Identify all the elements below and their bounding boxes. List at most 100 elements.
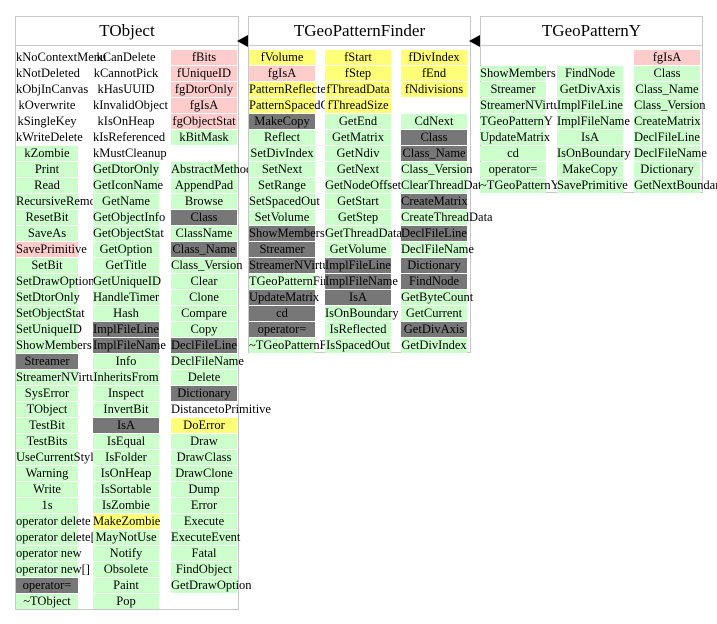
class-member: Class_Name: [634, 82, 700, 97]
class-member: fEnd: [401, 66, 467, 81]
class-member: IsFolder: [93, 450, 159, 465]
class-member: CreateMatrix: [401, 194, 468, 209]
class-member: Paint: [93, 578, 159, 593]
class-member: DeclFileName: [171, 354, 244, 369]
class-member: GetDrawOption: [171, 578, 252, 593]
class-member: RecursiveRemove: [16, 194, 108, 209]
class-member: IsOnBoundary: [557, 146, 631, 161]
class-member: TGeoPatternFinder: [249, 274, 346, 289]
class-member: fStep: [325, 66, 391, 81]
class-member: IsReflected: [325, 322, 391, 337]
class-member: StreamerNVirtual: [249, 258, 338, 273]
class-member: IsA: [93, 418, 159, 433]
class-member: GetDtorOnly: [93, 162, 159, 177]
class-member: GetStart: [325, 194, 391, 209]
class-member: Copy: [171, 322, 237, 337]
class-member: IsOnHeap: [93, 466, 159, 481]
inheritance-arrow: [237, 35, 248, 47]
class-member: ~TObject: [16, 594, 78, 609]
class-member: kCanDelete: [96, 50, 156, 64]
class-member: kHasUUID: [97, 82, 155, 96]
class-member: ShowMembers: [16, 338, 92, 353]
class-member: ImplFileLine: [93, 322, 159, 337]
class-member: Dictionary: [171, 386, 237, 401]
class-member: SetUniqueID: [16, 322, 82, 337]
class-member: AppendPad: [171, 178, 237, 193]
class-member: GetTitle: [93, 258, 159, 273]
class-member: Clone: [171, 290, 237, 305]
class-member: MakeCopy: [557, 162, 623, 177]
class-member: SetBit: [16, 258, 78, 273]
class-member: DeclFileName: [634, 146, 707, 161]
class-member: Delete: [171, 370, 237, 385]
class-member: fgIsA: [171, 98, 237, 113]
class-member: Class: [634, 66, 700, 81]
class-member: TestBits: [16, 434, 78, 449]
class-member: GetObjectInfo: [93, 210, 166, 225]
class-member: GetNext: [325, 162, 391, 177]
class-member: fNdivisions: [401, 82, 467, 97]
class-member: GetIconName: [93, 178, 164, 193]
class-member: SetNext: [249, 162, 315, 177]
class-member: operator delete[]: [16, 530, 99, 545]
class-member: ImplFileLine: [325, 258, 391, 273]
class-member: SavePrimitive: [16, 242, 87, 257]
class-member: CdNext: [401, 114, 467, 129]
class-member: Class_Version: [634, 98, 706, 113]
class-member: AbstractMethod: [171, 162, 253, 177]
inheritance-arrow: [469, 35, 480, 47]
class-member: SetDtorOnly: [16, 290, 80, 305]
class-box: [15, 16, 239, 610]
class-member: IsA: [557, 130, 623, 145]
class-member: kNoContextMenu: [16, 50, 107, 64]
class-member: TGeoPatternY: [480, 114, 553, 129]
class-member: kCannotPick: [93, 66, 159, 80]
class-member: Browse: [171, 194, 237, 209]
class-member: SetVolume: [249, 210, 315, 225]
class-title: TGeoPatternFinder: [248, 16, 471, 46]
class-member: Obsolete: [93, 562, 159, 577]
class-member: GetDivAxis: [557, 82, 623, 97]
class-member: kIsReferenced: [93, 130, 166, 144]
class-member: ShowMembers: [480, 66, 556, 81]
class-member: operator=: [249, 322, 315, 337]
class-member: CreateMatrix: [634, 114, 701, 129]
class-member: MakeZombie: [93, 514, 161, 529]
class-member: ~TGeoPatternFinder: [249, 338, 353, 353]
class-member: fVolume: [249, 50, 315, 65]
class-member: ShowMembers: [249, 226, 325, 241]
class-member: 1s: [16, 498, 78, 513]
class-member: GetDivIndex: [401, 338, 467, 353]
class-member: kZombie: [16, 146, 78, 161]
class-member: [557, 50, 623, 65]
class-member: fgIsA: [249, 66, 315, 81]
class-member: ImplFileName: [557, 114, 630, 129]
class-member: IsEqual: [93, 434, 159, 449]
class-member: fDivIndex: [401, 50, 467, 65]
class-member: Class_Version: [171, 258, 243, 273]
class-title: TGeoPatternY: [480, 16, 703, 46]
class-member: CreateThreadData: [401, 210, 493, 225]
class-member: kMustCleanup: [93, 146, 167, 160]
class-member: InheritsFrom: [93, 370, 159, 385]
class-member: IsSortable: [93, 482, 159, 497]
class-member: GetMatrix: [325, 130, 391, 145]
class-member: Dump: [171, 482, 237, 497]
class-member: operator new[]: [16, 562, 90, 577]
class-member: GetUniqueID: [93, 274, 162, 289]
class-member: SetRange: [249, 178, 315, 193]
class-member: GetVolume: [325, 242, 391, 257]
class-member: fThreadData: [325, 82, 391, 97]
class-member: kNotDeleted: [16, 66, 80, 80]
class-member: Streamer: [16, 354, 78, 369]
class-member: Streamer: [249, 242, 315, 257]
class-member: SetSpacedOut: [249, 194, 320, 209]
class-member: Streamer: [480, 82, 546, 97]
class-member: fgObjectStat: [171, 114, 237, 129]
class-member: operator new: [16, 546, 82, 561]
class-member: Notify: [93, 546, 159, 561]
class-member: HandleTimer: [93, 290, 160, 305]
class-member: Class: [401, 130, 467, 145]
class-member: StreamerNVirtual: [16, 370, 105, 385]
class-member: operator delete: [16, 514, 91, 529]
